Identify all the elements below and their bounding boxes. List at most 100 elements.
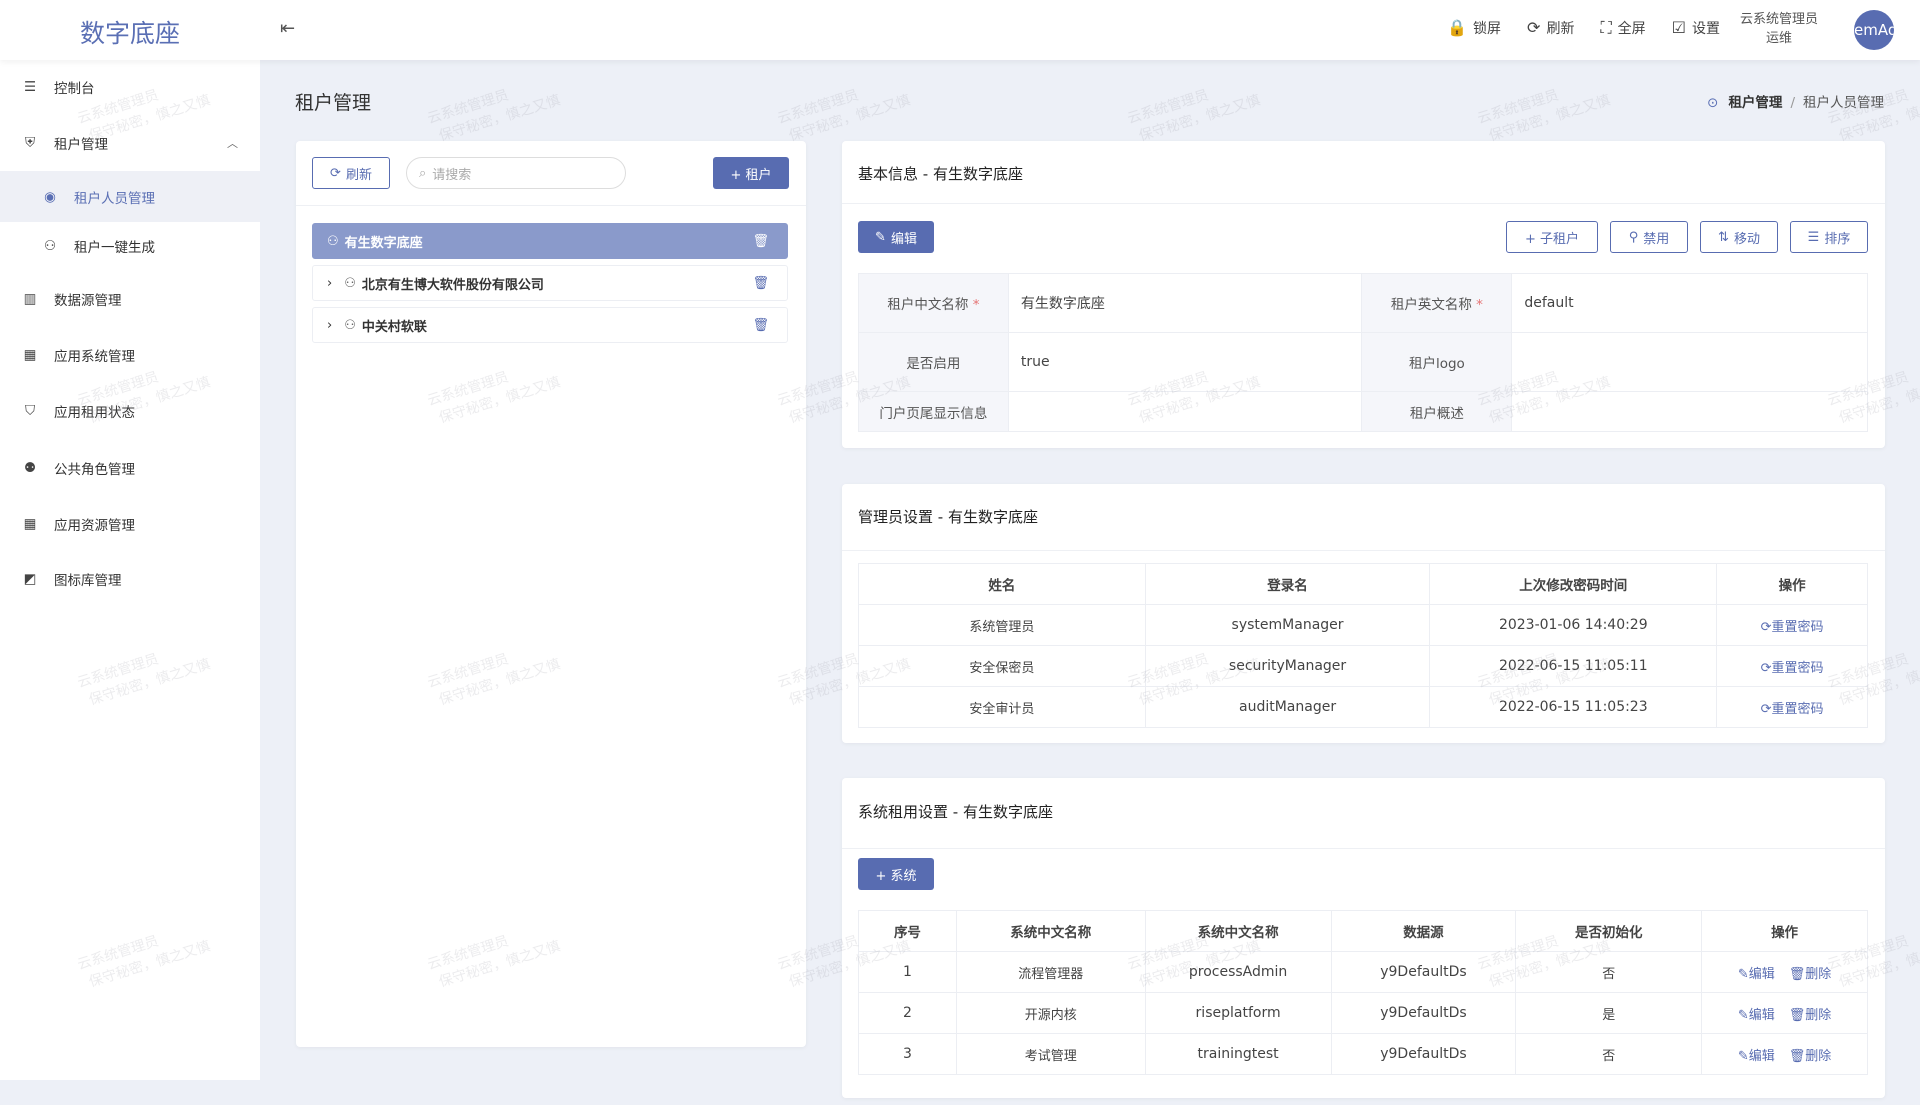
trash-icon: 🗑 bbox=[1788, 1048, 1806, 1064]
pencil-icon: ✎ bbox=[875, 229, 886, 245]
delete-icon[interactable]: 🗑 bbox=[752, 275, 769, 291]
search-input[interactable]: ⌕ 请搜索 bbox=[406, 157, 626, 189]
reset-password-link[interactable]: ⟳重置密码 bbox=[1760, 701, 1824, 717]
sidebar-item[interactable]: ⚉ 公共角色管理 bbox=[0, 443, 260, 493]
users-icon: ⚇ bbox=[344, 275, 356, 291]
table-row: 3 考试管理 trainingtest y9DefaultDs 否 ✎编辑 🗑删除 bbox=[858, 1033, 1868, 1075]
delete-link[interactable]: 🗑删除 bbox=[1788, 966, 1832, 982]
sliders-icon: ☰ bbox=[23, 79, 37, 95]
collapse-menu-icon[interactable]: ⇤ bbox=[280, 18, 296, 39]
delete-icon[interactable]: 🗑 bbox=[752, 317, 769, 333]
sidebar-item-label: 图标库管理 bbox=[54, 573, 122, 589]
add-system-button[interactable]: + 系统 bbox=[858, 858, 934, 890]
delete-icon[interactable]: 🗑 bbox=[752, 233, 769, 249]
table-row: 1 流程管理器 processAdmin y9DefaultDs 否 ✎编辑 🗑删除 bbox=[858, 951, 1868, 993]
sidebar-item-label: 应用租用状态 bbox=[54, 405, 135, 421]
field-value: true bbox=[1007, 332, 1363, 392]
user-gear-icon: ⚇ bbox=[43, 238, 57, 254]
tree-node[interactable]: ⚇ 有生数字底座 🗑 bbox=[312, 223, 788, 259]
search-icon: ⌕ bbox=[419, 165, 427, 181]
add-subtenant-button[interactable]: + 子租户 bbox=[1506, 221, 1598, 253]
grid-icon: ▦ bbox=[23, 516, 37, 532]
shield-user-icon: ⛨ bbox=[24, 135, 36, 151]
watermark: 云系统管理员保守秘密，慎之又慎 bbox=[1475, 87, 1613, 145]
refresh-icon: ⟳ bbox=[1760, 701, 1772, 717]
reset-password-link[interactable]: ⟳重置密码 bbox=[1760, 660, 1824, 676]
sidebar-item-label: 租户一键生成 bbox=[74, 240, 155, 256]
basic-info-table: 租户中文名称 * 有生数字底座 租户英文名称 * default 是否启用 true 租户… bbox=[858, 273, 1868, 432]
avatar[interactable]: emAd bbox=[1854, 10, 1894, 50]
image-icon: ◩ bbox=[23, 571, 37, 587]
sidebar-item[interactable]: ⛨ 租户管理 ︿ bbox=[0, 118, 260, 168]
user-role: 运维 bbox=[1765, 31, 1792, 46]
sidebar-item-label: 租户管理 bbox=[54, 137, 108, 153]
users-icon: ⚇ bbox=[327, 233, 339, 249]
table-header: 姓名 登录名 上次修改密码时间 操作 bbox=[858, 563, 1868, 605]
trash-icon: 🗑 bbox=[1788, 966, 1806, 982]
fullscreen-icon: ⛶ bbox=[1600, 18, 1612, 37]
breadcrumb-item[interactable]: 租户管理 bbox=[1728, 95, 1783, 111]
users-icon: ⚇ bbox=[344, 317, 356, 333]
user-info[interactable]: 云系统管理员 运维 bbox=[1740, 10, 1818, 48]
expand-icon[interactable]: › bbox=[327, 275, 333, 291]
field-value bbox=[1007, 391, 1363, 432]
sidebar-item[interactable]: ◉ 租户人员管理 bbox=[0, 171, 260, 222]
header-tool-1[interactable]: ⟳ 刷新 bbox=[1527, 18, 1575, 37]
user-circle-icon: ◉ bbox=[44, 188, 56, 205]
trash-icon: 🗑 bbox=[1788, 1007, 1806, 1023]
refresh-icon: ⟳ bbox=[1527, 18, 1541, 37]
edit-link[interactable]: ✎编辑 bbox=[1737, 966, 1775, 982]
sidebar-item[interactable]: ▦ 应用资源管理 bbox=[0, 499, 260, 549]
sidebar-item-label: 租户人员管理 bbox=[74, 190, 155, 207]
sidebar-item-label: 控制台 bbox=[54, 81, 95, 97]
add-tenant-button[interactable]: + 租户 bbox=[713, 157, 789, 189]
move-button[interactable]: ⇅ 移动 bbox=[1700, 221, 1778, 253]
system-table: 序号 系统中文名称 系统中文名称 数据源 是否初始化 操作 1 流程管理器 processAdm… bbox=[858, 910, 1868, 1105]
sort-button[interactable]: ☰ 排序 bbox=[1790, 221, 1868, 253]
refresh-icon: ⟳ bbox=[1760, 619, 1772, 635]
breadcrumb-current: 租户人员管理 bbox=[1803, 95, 1884, 111]
watermark: 云系统管理员保守秘密，慎之又慎 bbox=[1125, 87, 1263, 145]
pencil-icon: ✎ bbox=[1737, 1048, 1749, 1064]
breadcrumb: ⊙ 租户管理 / 租户人员管理 bbox=[1707, 95, 1884, 111]
refresh-icon: ⟳ bbox=[1760, 660, 1772, 676]
disable-button[interactable]: ⚲ 禁用 bbox=[1610, 221, 1688, 253]
header-tool-3[interactable]: ☑ 设置 bbox=[1671, 18, 1720, 37]
field-value: default bbox=[1511, 273, 1868, 333]
header-tool-0[interactable]: 🔒 锁屏 bbox=[1447, 18, 1502, 37]
refresh-button[interactable]: ⟳ 刷新 bbox=[312, 157, 390, 189]
delete-link[interactable]: 🗑删除 bbox=[1788, 1048, 1832, 1064]
header-tool-2[interactable]: ⛶ 全屏 bbox=[1600, 18, 1646, 37]
sidebar-item-label: 公共角色管理 bbox=[54, 462, 135, 478]
sidebar-item[interactable]: ▦ 应用系统管理 bbox=[0, 330, 260, 380]
table-header: 序号 系统中文名称 系统中文名称 数据源 是否初始化 操作 bbox=[858, 910, 1868, 952]
refresh-icon: ⟳ bbox=[330, 165, 341, 181]
sidebar-item-label: 应用系统管理 bbox=[54, 349, 135, 365]
users-icon: ⚉ bbox=[23, 460, 37, 476]
table-row: 2 开源内核 riseplatform y9DefaultDs 是 ✎编辑 🗑删除 bbox=[858, 992, 1868, 1034]
top-header: 数字底座 ⇤ 🔒 锁屏 ⟳ 刷新 ⛶ 全屏 ☑ 设置 云系统管理员 运维 emAd bbox=[0, 0, 1920, 60]
chevron-up-icon[interactable]: ︿ bbox=[227, 137, 238, 150]
sidebar-item[interactable]: ▥ 数据源管理 bbox=[0, 274, 260, 324]
edit-button[interactable]: ✎ 编辑 bbox=[858, 221, 934, 253]
sidebar-item[interactable]: ⚇ 租户一键生成 bbox=[0, 221, 260, 271]
edit-link[interactable]: ✎编辑 bbox=[1737, 1007, 1775, 1023]
expand-icon[interactable]: › bbox=[327, 317, 333, 333]
pencil-icon: ✎ bbox=[1737, 966, 1749, 982]
sidebar-item[interactable]: ◩ 图标库管理 bbox=[0, 554, 260, 604]
lock-icon: 🔒 bbox=[1447, 18, 1468, 37]
tree-node[interactable]: › ⚇ 中关村软联 🗑 bbox=[312, 307, 788, 343]
sidebar-item-label: 应用资源管理 bbox=[54, 518, 135, 534]
app-logo: 数字底座 bbox=[79, 19, 180, 48]
tree-node[interactable]: › ⚇ 北京有生博大软件股份有限公司 🗑 bbox=[312, 265, 788, 301]
edit-link[interactable]: ✎编辑 bbox=[1737, 1048, 1775, 1064]
sidebar-item[interactable]: ☰ 控制台 bbox=[0, 62, 260, 112]
sidebar-item[interactable]: ⛉ 应用租用状态 bbox=[0, 386, 260, 436]
reset-password-link[interactable]: ⟳重置密码 bbox=[1760, 619, 1824, 635]
table-row: 安全保密员 securityManager 2022-06-15 11:05:11 ⟳… bbox=[858, 645, 1868, 687]
field-value: 有生数字底座 bbox=[1007, 273, 1363, 333]
delete-link[interactable]: 🗑删除 bbox=[1788, 1007, 1832, 1023]
location-icon: ⊙ bbox=[1707, 95, 1719, 111]
basic-info-card: 基本信息 - 有生数字底座 ✎ 编辑 + 子租户 ⚲ 禁用 ⇅ 移动 ☰ 排序 租户中文… bbox=[842, 141, 1885, 448]
table-row: 系统管理员 systemManager 2023-01-06 14:40:29 ⟳重置… bbox=[858, 604, 1868, 646]
